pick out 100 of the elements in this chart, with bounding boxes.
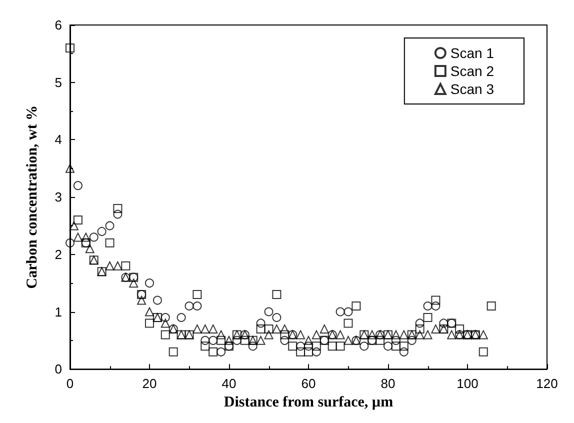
point [69, 221, 78, 230]
point [280, 330, 290, 340]
point [272, 312, 282, 322]
point [66, 238, 74, 248]
point [264, 330, 274, 340]
point [256, 324, 266, 334]
point [344, 336, 353, 345]
point [97, 226, 106, 236]
point [360, 342, 369, 351]
point [216, 336, 226, 345]
point [478, 347, 488, 356]
x-tick-label: 80 [380, 376, 396, 392]
point [152, 296, 162, 305]
point [312, 342, 321, 351]
y-axis-title: Carbon concentration, wt % [24, 105, 40, 289]
x-tick-label: 20 [142, 376, 157, 392]
point [352, 302, 361, 311]
point [431, 296, 440, 305]
point [478, 330, 488, 340]
point [137, 296, 146, 305]
point [66, 164, 74, 173]
point [89, 232, 98, 242]
point [192, 324, 202, 334]
point [296, 330, 306, 340]
y-tick-label: 6 [54, 18, 62, 32]
point [280, 324, 290, 334]
point [423, 312, 432, 322]
point [455, 324, 464, 334]
point [368, 330, 377, 340]
x-tick-label: 40 [222, 376, 236, 392]
point [216, 330, 226, 340]
point [256, 318, 266, 328]
point [113, 204, 122, 214]
point [192, 290, 202, 300]
point [272, 290, 282, 300]
point [145, 278, 154, 288]
legend-label: Scan 2 [450, 63, 494, 79]
point [439, 318, 448, 328]
point [431, 302, 440, 311]
point [415, 324, 424, 334]
point [145, 318, 154, 328]
point [336, 330, 345, 340]
point [105, 238, 114, 248]
point [160, 330, 170, 340]
point [256, 336, 266, 345]
point [248, 342, 258, 351]
point [399, 330, 408, 340]
y-tick-label: 4 [54, 132, 62, 148]
x-tick-label: 120 [536, 376, 558, 392]
point [399, 342, 408, 351]
point [344, 307, 353, 316]
x-tick-label: 0 [66, 376, 74, 392]
point [288, 342, 298, 351]
point [200, 324, 210, 334]
legend-label: Scan 3 [450, 81, 494, 97]
point [391, 342, 400, 351]
point [200, 336, 210, 345]
point [121, 261, 130, 270]
y-tick-label: 0 [54, 362, 62, 377]
point [486, 302, 496, 311]
point [272, 324, 282, 334]
y-tick-label: 2 [54, 246, 62, 262]
point [184, 302, 194, 311]
point [81, 232, 90, 242]
point [296, 347, 306, 356]
point [423, 330, 432, 340]
point [391, 336, 400, 345]
point [208, 336, 218, 345]
point [423, 302, 432, 311]
point [447, 330, 456, 340]
point [145, 307, 154, 316]
point [113, 261, 122, 270]
point [192, 302, 202, 311]
point [208, 347, 218, 356]
x-axis-title: Distance from surface, µm [224, 394, 394, 410]
legend-label: Scan 1 [450, 45, 494, 61]
point [415, 330, 424, 340]
point [320, 324, 329, 334]
point [105, 261, 114, 270]
point [240, 336, 250, 345]
point [296, 342, 306, 351]
point [113, 210, 122, 219]
point [344, 318, 353, 328]
point [224, 336, 234, 345]
point [399, 347, 408, 356]
point [376, 336, 385, 345]
point [415, 318, 424, 328]
point [280, 336, 290, 345]
point [264, 307, 274, 316]
point [264, 324, 274, 334]
point [304, 336, 313, 345]
point [73, 181, 82, 190]
point [73, 232, 82, 242]
y-tick-label: 3 [54, 190, 62, 205]
point [407, 336, 416, 345]
point [160, 312, 170, 322]
point [66, 43, 74, 52]
point [232, 336, 242, 345]
point [336, 307, 345, 316]
point [304, 342, 313, 351]
